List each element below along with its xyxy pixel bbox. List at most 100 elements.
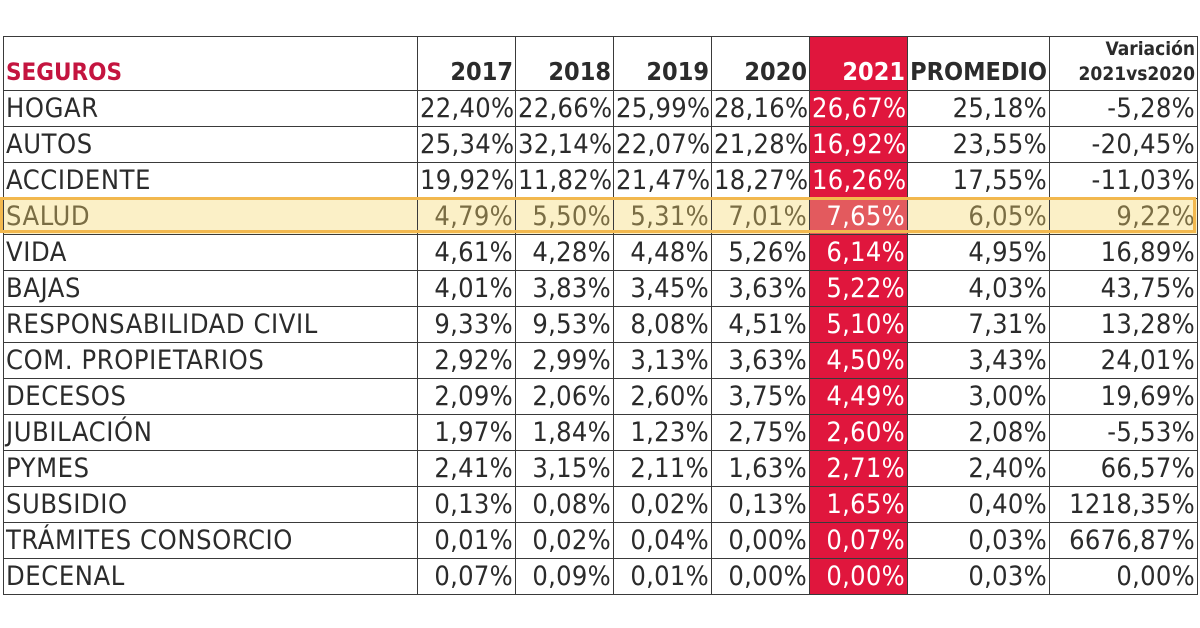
table-row: HOGAR 22,40% 22,66% 25,99% 28,16% 26,67% 25,18… bbox=[3, 90, 1198, 127]
cell-promedio: 23,55% bbox=[907, 126, 1050, 163]
table-row: AUTOS 25,34% 32,14% 22,07% 21,28% 16,92% 23,55… bbox=[3, 126, 1198, 163]
cell-y2020: 0,13% bbox=[711, 486, 810, 523]
cell-name: BAJAS bbox=[3, 270, 418, 307]
header-2020: 2020 bbox=[711, 36, 810, 91]
cell-y2019: 3,45% bbox=[613, 270, 712, 307]
cell-promedio: 0,03% bbox=[907, 558, 1050, 595]
cell-y2019: 21,47% bbox=[613, 162, 712, 199]
cell-y2017: 19,92% bbox=[417, 162, 516, 199]
cell-y2018: 0,02% bbox=[515, 522, 614, 559]
cell-variacion: -20,45% bbox=[1049, 126, 1198, 163]
cell-y2021: 2,71% bbox=[809, 450, 908, 487]
cell-y2017: 9,33% bbox=[417, 306, 516, 343]
cell-variacion: 1218,35% bbox=[1049, 486, 1198, 523]
cell-y2021: 4,50% bbox=[809, 342, 908, 379]
cell-y2021: 2,60% bbox=[809, 414, 908, 451]
cell-variacion: 43,75% bbox=[1049, 270, 1198, 307]
header-2018: 2018 bbox=[515, 36, 614, 91]
header-seguros: SEGUROS bbox=[3, 36, 418, 91]
cell-y2017: 4,61% bbox=[417, 234, 516, 271]
cell-y2019: 22,07% bbox=[613, 126, 712, 163]
cell-name: DECESOS bbox=[3, 378, 418, 415]
cell-name: HOGAR bbox=[3, 90, 418, 127]
cell-y2021: 1,65% bbox=[809, 486, 908, 523]
insurance-table: SEGUROS 2017 2018 2019 2020 2021 PROMEDI… bbox=[3, 36, 1198, 595]
cell-promedio: 2,08% bbox=[907, 414, 1050, 451]
cell-y2018: 9,53% bbox=[515, 306, 614, 343]
cell-y2018: 0,08% bbox=[515, 486, 614, 523]
cell-name: DECENAL bbox=[3, 558, 418, 595]
cell-y2019: 5,31% bbox=[613, 198, 712, 235]
table-row: RESPONSABILIDAD CIVIL 9,33% 9,53% 8,08% 4,51… bbox=[3, 306, 1198, 343]
cell-promedio: 25,18% bbox=[907, 90, 1050, 127]
cell-y2021: 6,14% bbox=[809, 234, 908, 271]
table-row: SALUD 4,79% 5,50% 5,31% 7,01% 7,65% 6,05% 9,22% bbox=[3, 198, 1198, 235]
cell-y2020: 0,00% bbox=[711, 558, 810, 595]
cell-variacion: -11,03% bbox=[1049, 162, 1198, 199]
cell-promedio: 4,95% bbox=[907, 234, 1050, 271]
cell-y2017: 25,34% bbox=[417, 126, 516, 163]
cell-y2021: 7,65% bbox=[809, 198, 908, 235]
cell-promedio: 17,55% bbox=[907, 162, 1050, 199]
cell-y2021: 16,92% bbox=[809, 126, 908, 163]
cell-y2019: 1,23% bbox=[613, 414, 712, 451]
cell-variacion: 13,28% bbox=[1049, 306, 1198, 343]
cell-y2021: 16,26% bbox=[809, 162, 908, 199]
cell-promedio: 2,40% bbox=[907, 450, 1050, 487]
cell-promedio: 4,03% bbox=[907, 270, 1050, 307]
cell-y2017: 0,13% bbox=[417, 486, 516, 523]
cell-y2018: 3,15% bbox=[515, 450, 614, 487]
cell-y2019: 8,08% bbox=[613, 306, 712, 343]
cell-y2019: 25,99% bbox=[613, 90, 712, 127]
table-row: COM. PROPIETARIOS 2,92% 2,99% 3,13% 3,63% 4,5… bbox=[3, 342, 1198, 379]
cell-y2021: 26,67% bbox=[809, 90, 908, 127]
cell-name: TRÁMITES CONSORCIO bbox=[3, 522, 418, 559]
cell-y2017: 4,01% bbox=[417, 270, 516, 307]
cell-y2021: 0,07% bbox=[809, 522, 908, 559]
cell-y2021: 0,00% bbox=[809, 558, 908, 595]
cell-y2018: 5,50% bbox=[515, 198, 614, 235]
cell-y2020: 1,63% bbox=[711, 450, 810, 487]
cell-y2018: 0,09% bbox=[515, 558, 614, 595]
cell-y2018: 22,66% bbox=[515, 90, 614, 127]
cell-promedio: 3,00% bbox=[907, 378, 1050, 415]
header-2021: 2021 bbox=[809, 36, 908, 91]
cell-y2019: 2,60% bbox=[613, 378, 712, 415]
cell-y2020: 4,51% bbox=[711, 306, 810, 343]
cell-promedio: 0,03% bbox=[907, 522, 1050, 559]
cell-promedio: 0,40% bbox=[907, 486, 1050, 523]
cell-y2017: 2,41% bbox=[417, 450, 516, 487]
cell-variacion: 9,22% bbox=[1049, 198, 1198, 235]
cell-name: ACCIDENTE bbox=[3, 162, 418, 199]
cell-y2019: 0,01% bbox=[613, 558, 712, 595]
cell-y2020: 7,01% bbox=[711, 198, 810, 235]
cell-y2020: 3,63% bbox=[711, 342, 810, 379]
cell-y2018: 2,06% bbox=[515, 378, 614, 415]
cell-y2018: 1,84% bbox=[515, 414, 614, 451]
cell-y2020: 3,75% bbox=[711, 378, 810, 415]
cell-variacion: 6676,87% bbox=[1049, 522, 1198, 559]
cell-variacion: 19,69% bbox=[1049, 378, 1198, 415]
cell-promedio: 7,31% bbox=[907, 306, 1050, 343]
cell-y2020: 0,00% bbox=[711, 522, 810, 559]
cell-y2018: 3,83% bbox=[515, 270, 614, 307]
cell-variacion: 24,01% bbox=[1049, 342, 1198, 379]
table-row: VIDA 4,61% 4,28% 4,48% 5,26% 6,14% 4,95% 16,89% bbox=[3, 234, 1198, 271]
table-body: HOGAR 22,40% 22,66% 25,99% 28,16% 26,67% 25,18… bbox=[3, 90, 1198, 595]
cell-y2017: 1,97% bbox=[417, 414, 516, 451]
cell-promedio: 6,05% bbox=[907, 198, 1050, 235]
cell-y2019: 4,48% bbox=[613, 234, 712, 271]
cell-y2017: 4,79% bbox=[417, 198, 516, 235]
header-2017: 2017 bbox=[417, 36, 516, 91]
table-row: DECENAL 0,07% 0,09% 0,01% 0,00% 0,00% 0,03% 0,0… bbox=[3, 558, 1198, 595]
cell-y2018: 4,28% bbox=[515, 234, 614, 271]
cell-name: SUBSIDIO bbox=[3, 486, 418, 523]
cell-y2018: 32,14% bbox=[515, 126, 614, 163]
cell-variacion: 16,89% bbox=[1049, 234, 1198, 271]
cell-name: VIDA bbox=[3, 234, 418, 271]
cell-y2020: 18,27% bbox=[711, 162, 810, 199]
header-row: SEGUROS 2017 2018 2019 2020 2021 PROMEDI… bbox=[3, 36, 1198, 91]
cell-name: RESPONSABILIDAD CIVIL bbox=[3, 306, 418, 343]
table-row: DECESOS 2,09% 2,06% 2,60% 3,75% 4,49% 3,00% 19,… bbox=[3, 378, 1198, 415]
table-row: PYMES 2,41% 3,15% 2,11% 1,63% 2,71% 2,40% 66,57… bbox=[3, 450, 1198, 487]
